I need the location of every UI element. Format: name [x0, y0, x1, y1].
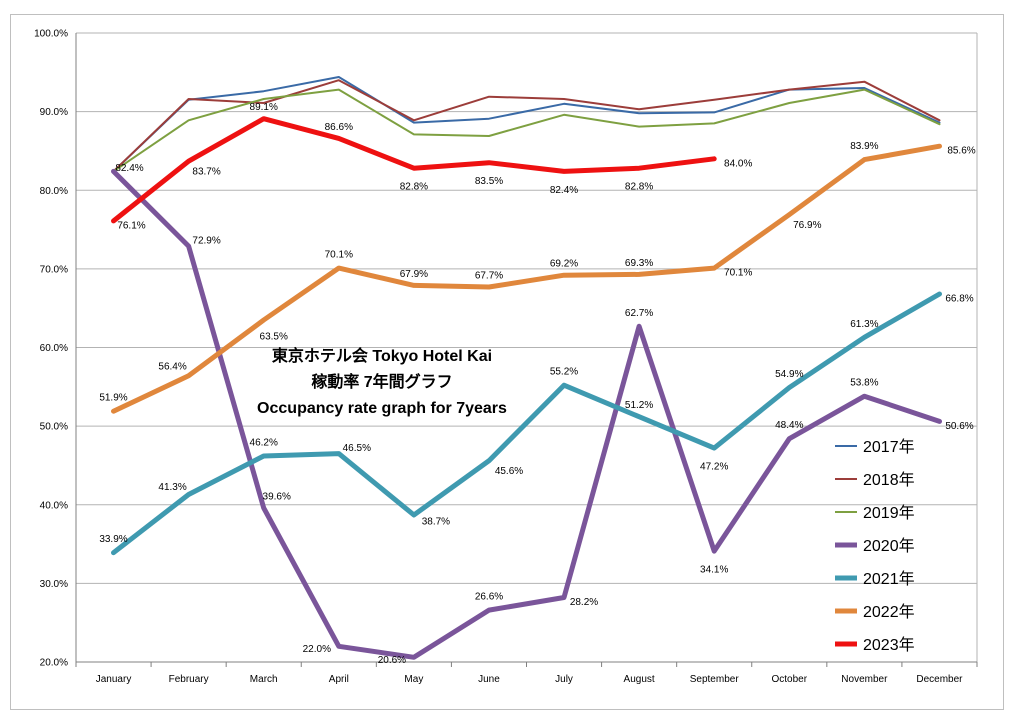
legend-label: 2017年	[863, 438, 915, 456]
data-label: 70.1%	[325, 250, 353, 261]
x-tick-label: June	[478, 674, 500, 685]
data-label: 84.0%	[724, 158, 752, 169]
data-label: 48.4%	[775, 420, 803, 431]
data-label: 76.9%	[793, 220, 821, 231]
series-line-2017年	[112, 76, 941, 173]
data-label: 51.9%	[99, 393, 127, 404]
data-label: 47.2%	[700, 462, 728, 473]
series-lines	[111, 76, 942, 660]
chart-title: 東京ホテル会 Tokyo Hotel Kai 稼動率 7年間グラフ Occupa…	[257, 346, 507, 417]
y-tick-label: 70.0%	[40, 264, 68, 275]
data-label: 39.6%	[263, 491, 291, 502]
data-label: 82.4%	[550, 185, 578, 196]
x-tick-label: March	[250, 674, 278, 685]
y-tick-label: 80.0%	[40, 186, 68, 197]
x-tick-label: August	[624, 674, 655, 685]
data-label: 51.2%	[625, 400, 653, 411]
series-line-2022年	[111, 143, 942, 414]
legend: 2017年 2018年 2019年 2020年 2021年 2022年 2023年	[835, 438, 915, 654]
x-tick-label: September	[690, 674, 740, 685]
series-line-2023年	[111, 116, 717, 224]
data-label: 69.3%	[625, 258, 653, 269]
data-label: 20.6%	[378, 655, 406, 666]
x-tick-label: April	[329, 674, 349, 685]
data-label: 53.8%	[850, 378, 878, 389]
legend-label: 2018年	[863, 471, 915, 489]
data-label: 54.9%	[775, 369, 803, 380]
x-tick-label: May	[404, 674, 423, 685]
legend-label: 2023年	[863, 636, 915, 654]
y-tick-label: 20.0%	[40, 658, 68, 669]
data-label: 38.7%	[422, 517, 450, 528]
data-label: 61.3%	[850, 319, 878, 330]
x-tick-label: July	[555, 674, 573, 685]
data-label: 28.2%	[570, 597, 598, 608]
y-tick-label: 60.0%	[40, 343, 68, 354]
legend-label: 2019年	[863, 504, 915, 522]
data-label: 50.6%	[945, 421, 973, 432]
data-label: 67.7%	[475, 271, 503, 282]
data-label: 33.9%	[99, 534, 127, 545]
data-label: 70.1%	[724, 268, 752, 279]
data-label: 46.2%	[250, 438, 278, 449]
gridlines	[76, 32, 978, 663]
data-label: 69.2%	[550, 259, 578, 270]
y-tick-label: 40.0%	[40, 500, 68, 511]
data-label: 46.5%	[343, 443, 371, 454]
data-label: 34.1%	[700, 565, 728, 576]
data-label: 85.6%	[947, 146, 975, 157]
y-tick-label: 50.0%	[40, 422, 68, 433]
data-label: 66.8%	[945, 294, 973, 305]
data-label: 56.4%	[158, 361, 186, 372]
data-label: 45.6%	[495, 466, 523, 477]
legend-label: 2020年	[863, 537, 915, 555]
x-axis: January February March April May June July Augu…	[75, 661, 978, 685]
series-line-2020年	[111, 168, 942, 660]
y-tick-label: 100.0%	[34, 29, 68, 40]
data-label: 89.1%	[250, 102, 278, 113]
data-label: 82.8%	[625, 182, 653, 193]
x-tick-label: November	[841, 674, 888, 685]
data-label: 62.7%	[625, 308, 653, 319]
title-line-3: Occupancy rate graph for 7years	[257, 400, 507, 417]
data-label: 55.2%	[550, 367, 578, 378]
data-label: 63.5%	[260, 332, 288, 343]
data-label: 41.3%	[158, 482, 186, 493]
data-label: 83.9%	[850, 141, 878, 152]
data-label: 26.6%	[475, 592, 503, 603]
data-label: 83.5%	[475, 176, 503, 187]
title-line-2: 稼動率 7年間グラフ	[311, 372, 452, 391]
data-label: 72.9%	[192, 236, 220, 247]
data-label: 22.0%	[303, 644, 331, 655]
legend-label: 2022年	[863, 603, 915, 621]
legend-label: 2021年	[863, 570, 915, 588]
data-label: 82.4%	[115, 163, 143, 174]
y-tick-label: 90.0%	[40, 107, 68, 118]
data-label: 76.1%	[117, 220, 145, 231]
x-tick-label: December	[916, 674, 963, 685]
title-line-1: 東京ホテル会 Tokyo Hotel Kai	[272, 346, 492, 365]
chart-frame	[10, 14, 1004, 710]
y-tick-label: 30.0%	[40, 579, 68, 590]
x-tick-label: January	[96, 674, 132, 685]
series-line-2019年	[112, 88, 941, 173]
y-axis: 20.0% 30.0% 40.0% 50.0% 60.0% 70.0% 80.0% 90.0%…	[34, 29, 77, 669]
data-label: 86.6%	[325, 122, 353, 133]
x-tick-label: October	[772, 674, 808, 685]
data-label: 82.8%	[400, 182, 428, 193]
data-label: 67.9%	[400, 269, 428, 280]
series-line-2021年	[111, 291, 942, 556]
x-tick-label: February	[169, 674, 209, 685]
data-labels: 82.4% 72.9% 39.6% 22.0% 20.6% 26.6% 28.2% 62.7%…	[99, 102, 975, 666]
data-label: 83.7%	[192, 167, 220, 178]
